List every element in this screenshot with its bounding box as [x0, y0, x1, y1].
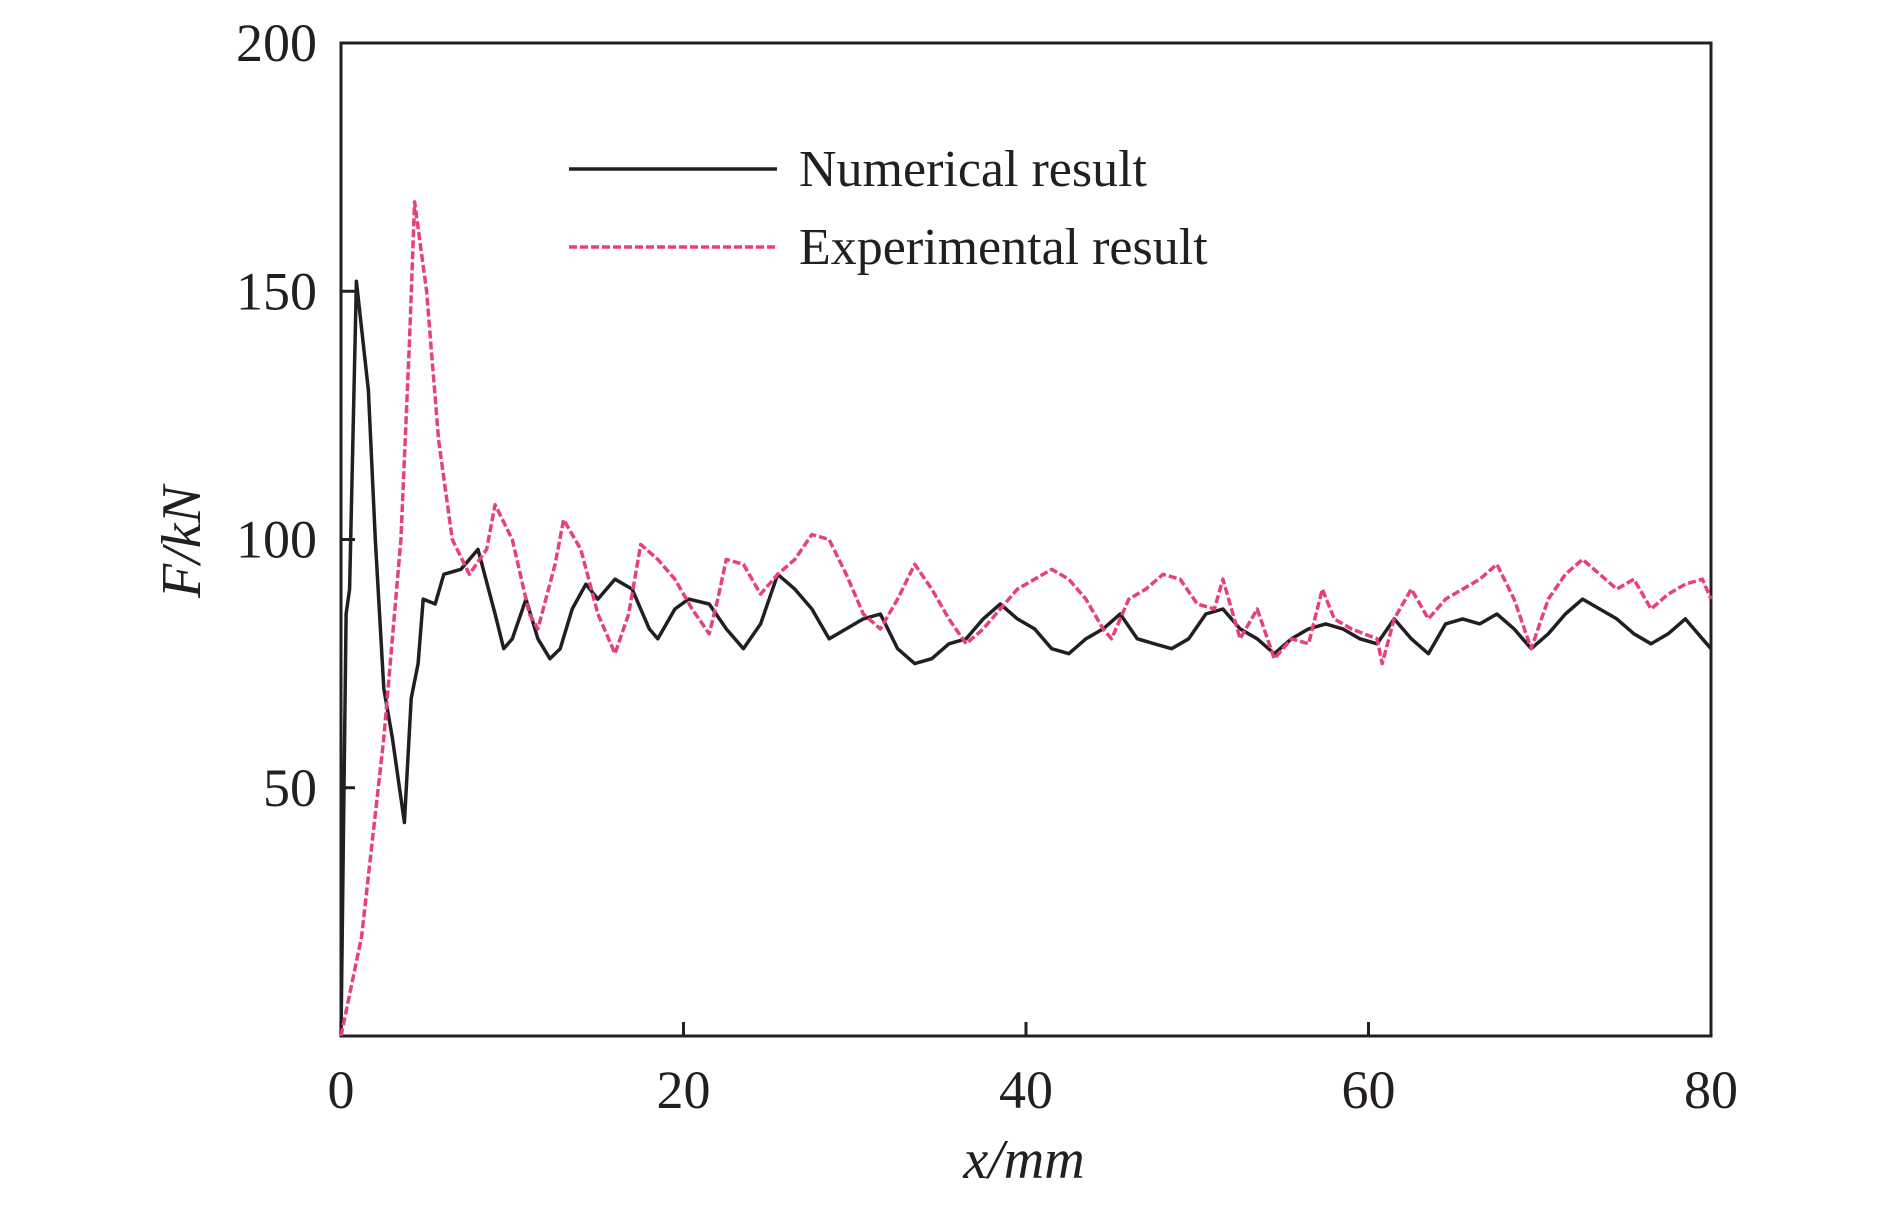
y-tick-label: 150 — [236, 261, 317, 321]
legend-label: Experimental result — [799, 219, 1208, 276]
y-tick-label: 50 — [263, 758, 317, 818]
y-tick-label: 100 — [236, 510, 317, 570]
x-tick-label: 20 — [657, 1060, 711, 1120]
data-line — [339, 279, 1713, 1037]
x-tick-label: 0 — [328, 1060, 355, 1120]
y-tick-label: 200 — [236, 13, 317, 73]
y-axis-label: F/kN — [151, 483, 213, 599]
legend-label: Numerical result — [799, 141, 1148, 198]
x-tick-label: 80 — [1684, 1060, 1738, 1120]
x-axis-label: x/mm — [962, 1129, 1084, 1191]
data-line — [339, 200, 1713, 1037]
x-tick-label: 60 — [1342, 1060, 1396, 1120]
x-tick-label: 40 — [999, 1060, 1053, 1120]
